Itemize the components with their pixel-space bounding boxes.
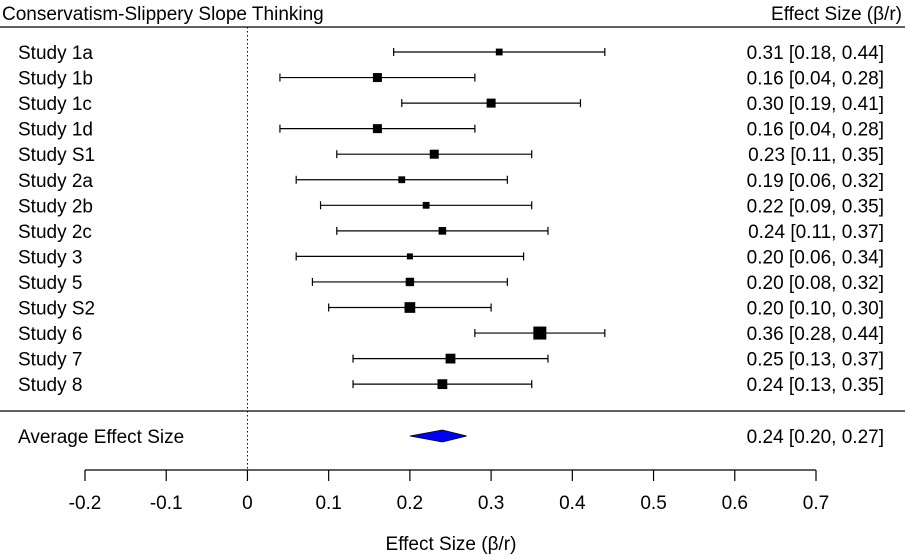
x-tick-label: 0.6 xyxy=(722,493,748,514)
x-axis-label: Effect Size (β/r) xyxy=(386,534,517,555)
x-tick-label: -0.2 xyxy=(69,493,102,514)
point-estimate-square xyxy=(437,379,448,390)
x-tick-label: -0.1 xyxy=(150,493,183,514)
study-label: Study S1 xyxy=(18,145,95,166)
study-effect-text: 0.36 [0.28, 0.44] xyxy=(747,324,884,345)
point-estimate-square xyxy=(372,73,382,83)
study-effect-text: 0.20 [0.10, 0.30] xyxy=(747,299,884,320)
study-effect-text: 0.30 [0.19, 0.41] xyxy=(747,94,884,115)
x-tick-label: 0.4 xyxy=(559,493,586,514)
point-estimate-square xyxy=(405,277,415,287)
study-label: Study 7 xyxy=(18,350,82,371)
study-effect-text: 0.20 [0.06, 0.34] xyxy=(747,247,884,268)
point-estimate-square xyxy=(404,302,416,313)
study-label: Study 6 xyxy=(18,324,82,345)
study-label: Study 8 xyxy=(18,375,82,396)
point-estimate-square xyxy=(438,227,447,235)
study-effect-text: 0.19 [0.06, 0.32] xyxy=(747,171,884,192)
x-tick-label: 0.1 xyxy=(315,493,341,514)
point-estimate-square xyxy=(372,124,382,134)
study-label: Study 2a xyxy=(18,171,93,192)
study-effect-text: 0.23 [0.11, 0.35] xyxy=(748,145,884,166)
point-estimate-square xyxy=(406,253,413,260)
x-tick-label: 0 xyxy=(242,493,253,514)
point-estimate-square xyxy=(486,98,496,108)
study-effect-text: 0.25 [0.13, 0.37] xyxy=(747,350,884,371)
x-tick-label: 0.5 xyxy=(640,493,666,514)
study-effect-text: 0.22 [0.09, 0.35] xyxy=(747,196,884,217)
study-effect-text: 0.16 [0.04, 0.28] xyxy=(747,69,884,90)
study-label: Study 2c xyxy=(18,222,92,243)
point-estimate-square xyxy=(495,48,503,56)
study-effect-text: 0.16 [0.04, 0.28] xyxy=(747,120,884,141)
x-tick-label: 0.2 xyxy=(397,493,423,514)
study-effect-text: 0.31 [0.18, 0.44] xyxy=(747,43,884,64)
x-tick-label: 0.7 xyxy=(803,493,829,514)
study-label: Study S2 xyxy=(18,299,95,320)
study-effect-text: 0.20 [0.08, 0.32] xyxy=(747,273,884,294)
study-label: Study 1a xyxy=(18,43,93,64)
point-estimate-square xyxy=(533,326,547,340)
study-label: Study 5 xyxy=(18,273,82,294)
summary-label: Average Effect Size xyxy=(18,427,184,448)
study-label: Study 1b xyxy=(18,69,93,90)
study-label: Study 3 xyxy=(18,247,82,268)
point-estimate-square xyxy=(422,201,430,209)
chart-title: Conservatism-Slippery Slope Thinking xyxy=(2,4,324,25)
point-estimate-square xyxy=(445,353,456,364)
study-label: Study 1c xyxy=(18,94,92,115)
summary-effect-text: 0.24 [0.20, 0.27] xyxy=(747,427,884,448)
study-effect-text: 0.24 [0.13, 0.35] xyxy=(747,375,884,396)
right-header: Effect Size (β/r) xyxy=(771,4,902,25)
summary-diamond xyxy=(409,429,467,443)
study-label: Study 2b xyxy=(18,196,93,217)
study-effect-text: 0.24 [0.11, 0.37] xyxy=(748,222,884,243)
study-label: Study 1d xyxy=(18,120,93,141)
point-estimate-square xyxy=(398,176,406,184)
x-tick-label: 0.3 xyxy=(478,493,504,514)
point-estimate-square xyxy=(429,149,439,159)
